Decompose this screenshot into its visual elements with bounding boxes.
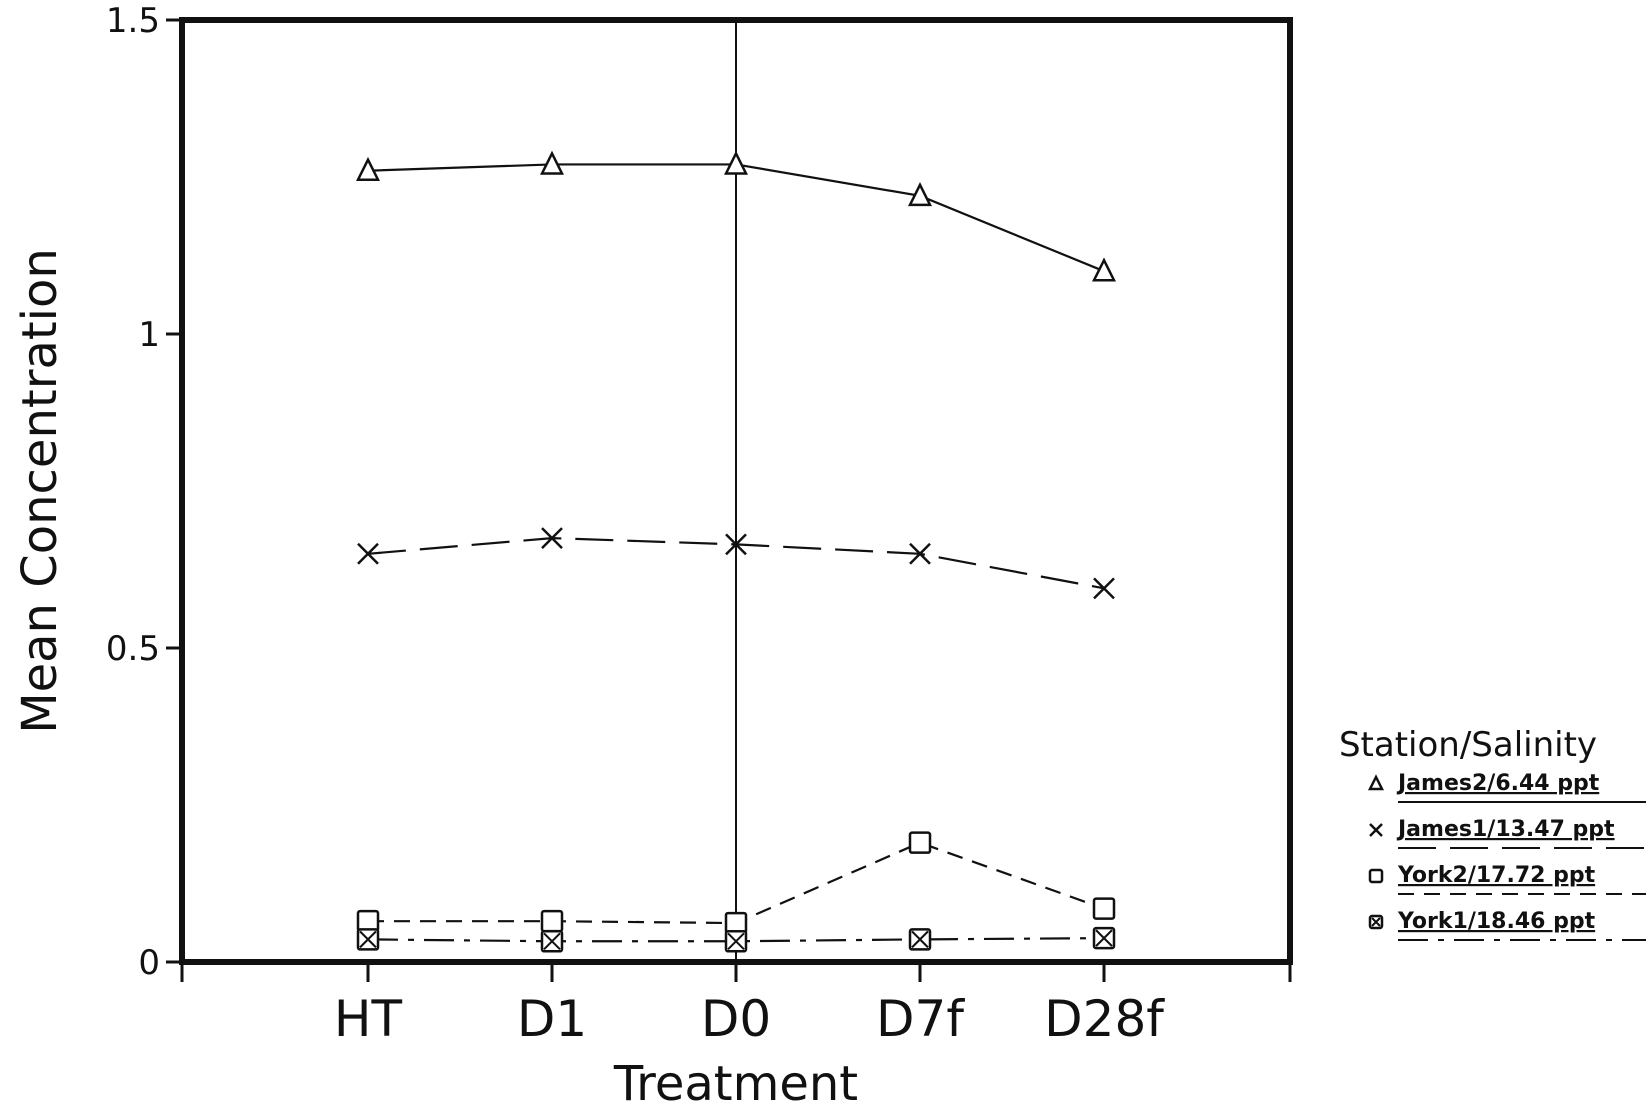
legend-label: York1/18.46 ppt (1397, 909, 1596, 934)
legend-item: York2/17.72 ppt (1368, 863, 1646, 895)
x-marker-stroke (909, 542, 931, 565)
data-point (724, 930, 748, 953)
triangle-marker-shape (723, 150, 749, 175)
legend-marker (1369, 823, 1383, 837)
x-tick-label: D0 (701, 990, 771, 1048)
x-marker-stroke (1093, 577, 1115, 600)
data-point (1092, 926, 1116, 950)
legend-item: York1/18.46 ppt (1368, 909, 1646, 941)
data-point (725, 533, 747, 556)
data-point (539, 150, 565, 175)
crossed-square-marker-stroke (543, 932, 561, 950)
x-tick-label: D28f (1044, 990, 1165, 1048)
x-marker-stroke (725, 533, 747, 556)
legend-title: Station/Salinity (1339, 725, 1597, 765)
data-point (541, 527, 563, 549)
crossed-square-marker-stroke (1371, 917, 1381, 927)
data-point (355, 156, 381, 181)
square-marker-shape (1092, 897, 1116, 920)
triangle-marker-shape (355, 156, 381, 181)
data-point (357, 542, 379, 565)
triangle-marker-shape (907, 182, 933, 207)
y-tick-label: 0.5 (106, 629, 160, 669)
triangle-marker-shape (539, 150, 565, 175)
square-marker-shape (1368, 868, 1384, 884)
crossed-square-marker-stroke (911, 930, 929, 949)
legend-label: York2/17.72 ppt (1397, 863, 1596, 888)
y-axis-ticks: 0 0.5 1 1.5 (106, 1, 182, 983)
data-point (908, 928, 932, 951)
crossed-square-marker-stroke (1095, 929, 1113, 947)
legend-marker (1367, 774, 1385, 791)
data-point (1092, 897, 1116, 920)
series-x (357, 527, 1115, 600)
y-axis-title: Mean Concentration (12, 248, 68, 734)
data-point (908, 831, 932, 854)
x-tick-label: D1 (517, 990, 587, 1048)
x-marker-stroke (541, 527, 563, 549)
x-marker-stroke (357, 542, 379, 565)
data-point (723, 150, 749, 175)
square-marker-shape (908, 831, 932, 854)
series-line (367, 937, 1105, 943)
series-triangle (355, 150, 1117, 282)
data-point (356, 928, 380, 951)
y-tick-label: 1.5 (106, 1, 160, 41)
y-tick-label: 1 (138, 315, 160, 355)
triangle-marker-shape (1091, 257, 1117, 282)
series-crossed-square (356, 926, 1116, 953)
series-layer (355, 150, 1117, 953)
legend-label: James1/13.47 ppt (1396, 817, 1615, 842)
triangle-marker-shape (1367, 774, 1385, 791)
legend-label: James2/6.44 ppt (1396, 771, 1600, 796)
data-point (540, 909, 564, 933)
x-axis-ticks: HT D1 D0 D7f D28f (180, 962, 1292, 1048)
data-point (540, 930, 564, 953)
crossed-square-marker-stroke (359, 930, 377, 949)
x-axis-title: Treatment (613, 1056, 858, 1112)
legend-marker (1368, 868, 1384, 884)
x-marker-stroke (1369, 823, 1383, 837)
data-point (907, 182, 933, 207)
legend: Station/Salinity James2/6.44 ppt James1/1… (1339, 725, 1646, 941)
x-tick-label: HT (334, 990, 403, 1048)
legend-item: James2/6.44 ppt (1367, 771, 1646, 803)
square-marker-shape (540, 909, 564, 933)
crossed-square-marker-stroke (727, 932, 745, 950)
series-square (356, 831, 1116, 935)
data-point (1093, 577, 1115, 600)
y-tick-label: 0 (138, 943, 160, 983)
data-point (909, 542, 931, 565)
data-point (1091, 257, 1117, 282)
legend-item: James1/13.47 ppt (1369, 817, 1646, 849)
legend-marker (1368, 914, 1384, 930)
x-tick-label: D7f (876, 990, 965, 1048)
